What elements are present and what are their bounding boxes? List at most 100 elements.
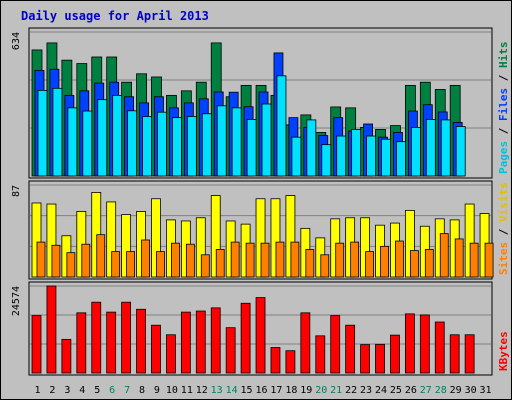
bar-kbytes	[240, 302, 251, 374]
legend-entry: KBytes	[497, 331, 510, 371]
x-tick-label: 3	[64, 385, 70, 396]
bar-pages	[261, 103, 272, 177]
x-tick-label: 31	[480, 385, 492, 396]
y-max-label: 87	[11, 185, 22, 197]
x-tick-label: 7	[124, 385, 130, 396]
x-tick-label: 30	[465, 385, 477, 396]
bar-pages	[425, 119, 436, 177]
bar-sites	[424, 249, 434, 278]
bar-visits	[404, 209, 415, 278]
bar-pages	[52, 87, 63, 177]
bar-kbytes	[404, 313, 415, 374]
bar-kbytes	[46, 285, 57, 374]
bar-sites	[185, 243, 195, 278]
x-tick-label: 14	[226, 385, 238, 396]
x-tick-label: 5	[94, 385, 100, 396]
bar-visits	[106, 201, 117, 278]
x-tick-label: 21	[330, 385, 342, 396]
bar-pages	[366, 135, 376, 177]
x-tick-label: 4	[79, 385, 85, 396]
bar-kbytes	[390, 334, 400, 374]
bar-visits	[270, 198, 281, 278]
bar-visits	[195, 217, 206, 278]
bar-pages	[37, 89, 48, 177]
bar-pages	[276, 75, 287, 177]
bar-sites	[81, 243, 91, 278]
bar-sites	[380, 245, 389, 278]
bar-pages	[321, 144, 332, 177]
bar-sites	[171, 242, 180, 278]
legend-entry: Files	[497, 88, 510, 121]
bar-kbytes	[464, 334, 475, 374]
bar-kbytes	[225, 327, 236, 374]
bar-kbytes	[180, 311, 191, 374]
legend-entry: Pages	[497, 141, 510, 174]
bar-visits	[464, 203, 475, 278]
x-tick-label: 1	[34, 385, 40, 396]
bar-pages	[455, 126, 466, 177]
bar-sites	[111, 251, 121, 278]
x-tick-label: 16	[255, 385, 267, 396]
bar-pages	[127, 110, 138, 177]
x-tick-label: 17	[270, 385, 282, 396]
bar-sites	[51, 244, 61, 278]
bar-pages	[396, 141, 406, 177]
bar-kbytes	[136, 308, 146, 374]
x-tick-label: 9	[154, 385, 160, 396]
bar-pages	[97, 99, 108, 177]
x-tick-label: 15	[241, 385, 253, 396]
bar-pages	[440, 119, 451, 177]
bar-sites	[365, 251, 374, 278]
bar-visits	[255, 198, 266, 278]
bar-sites	[200, 254, 210, 278]
x-tick-label: 18	[285, 385, 297, 396]
bar-pages	[112, 94, 123, 177]
bar-sites	[36, 241, 46, 278]
x-tick-label: 27	[420, 385, 432, 396]
x-tick-label: 22	[345, 385, 357, 396]
bar-kbytes	[91, 301, 102, 374]
bar-kbytes	[315, 335, 326, 374]
bar-pages	[306, 119, 317, 177]
bar-pages	[186, 116, 197, 177]
bar-visits	[46, 203, 57, 278]
bar-sites	[215, 249, 225, 278]
legend-entry: Visits	[497, 182, 510, 222]
bar-pages	[291, 136, 302, 177]
x-tick-label: 11	[181, 385, 193, 396]
bar-sites	[454, 238, 464, 278]
bar-sites	[439, 233, 449, 278]
bar-pages	[381, 138, 391, 177]
bar-pages	[67, 107, 78, 177]
bar-kbytes	[255, 297, 266, 374]
bar-kbytes	[360, 344, 370, 374]
bar-sites	[275, 241, 285, 278]
bar-sites	[245, 242, 255, 278]
bar-kbytes	[195, 310, 206, 374]
panel-visits_sites: 87 Sites / Visits	[11, 180, 510, 280]
x-tick-label: 25	[390, 385, 402, 396]
x-tick-label: 8	[139, 385, 145, 396]
bar-kbytes	[330, 315, 341, 374]
bar-kbytes	[210, 307, 221, 374]
bar-sites	[350, 241, 360, 278]
bar-kbytes	[270, 347, 281, 374]
bar-kbytes	[345, 324, 356, 374]
x-tick-label: 20	[315, 385, 327, 396]
x-tick-label: 28	[435, 385, 447, 396]
bar-visits	[31, 202, 42, 278]
bar-kbytes	[31, 315, 42, 374]
x-tick-label: 23	[360, 385, 372, 396]
bar-pages	[157, 111, 167, 177]
bar-sites	[156, 251, 165, 278]
bar-sites	[230, 241, 240, 278]
x-tick-label: 6	[109, 385, 115, 396]
legend-hits_files_pages: Pages / Files / Hits	[497, 42, 510, 175]
bar-sites	[320, 254, 330, 278]
bar-pages	[410, 126, 421, 177]
bar-pages	[231, 107, 242, 177]
bar-pages	[336, 135, 347, 177]
x-tick-label: 13	[211, 385, 223, 396]
legend-visits_sites: Sites / Visits	[497, 182, 510, 275]
